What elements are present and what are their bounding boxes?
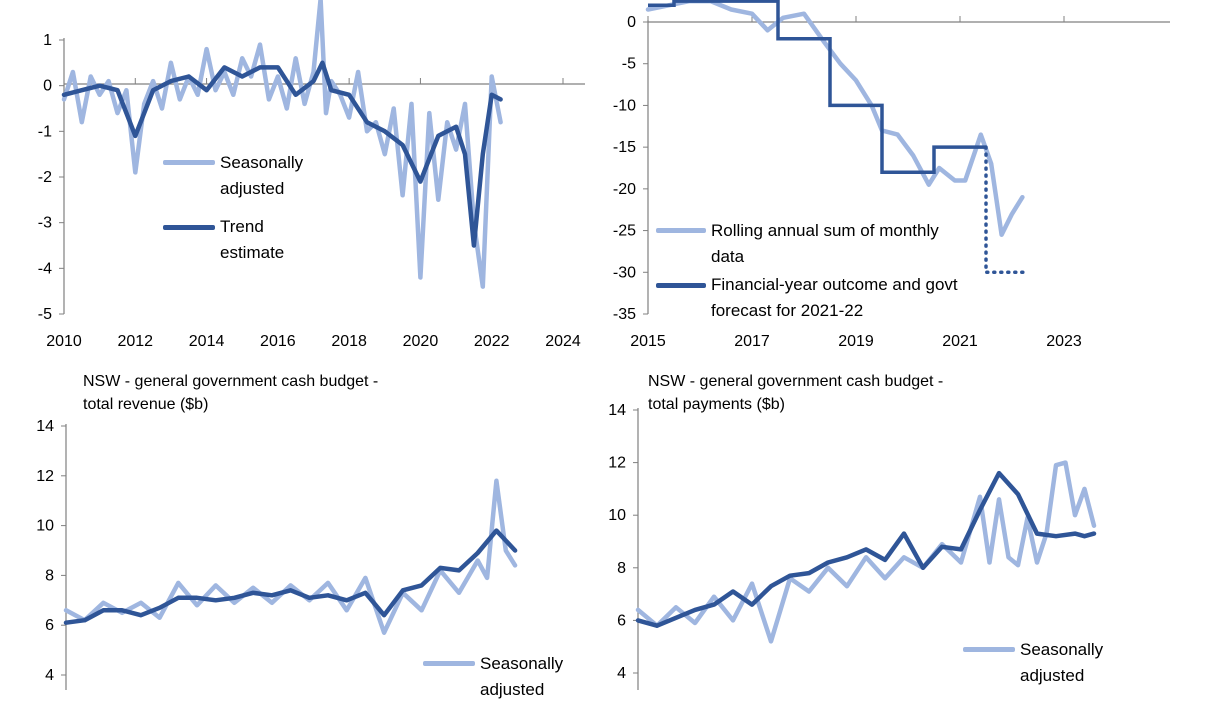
payments-chart: NSW - general government cash budget - t…	[600, 362, 1226, 690]
legend-swatch-seasonal	[163, 160, 215, 165]
balance-y-tick-label: -4	[38, 260, 52, 277]
annual-y-tick-label: -25	[613, 223, 636, 240]
legend-swatch-payments-seasonal	[963, 647, 1015, 652]
legend-swatch-revenue-seasonal	[423, 661, 475, 666]
legend-label-fy: Financial-year outcome and govt forecast…	[711, 275, 958, 320]
legend-label-trend: Trend estimate	[220, 217, 285, 262]
annual-series-financial-year-outcome-and-govt-forecast-for-2021-22	[648, 0, 986, 174]
annual-x-tick-label: 2023	[1046, 333, 1082, 350]
payments-y-tick-label: 8	[617, 560, 626, 577]
revenue-chart-svg: 14 12 10 8 6 4	[36, 418, 518, 690]
legend-swatch-fy	[656, 283, 706, 288]
legend-swatch-rolling	[656, 228, 706, 233]
annual-y-tick-label: -5	[622, 56, 636, 73]
revenue-y-tick-label: 4	[45, 667, 54, 684]
balance-chart-svg: 1 0 -1 -2 -3 -4 -5 2010 2012 2014 2016 2018 2020 2022…	[38, 0, 585, 350]
balance-x-tick-label: 2024	[545, 333, 581, 350]
legend-label-payments-seasonal: Seasonally adjusted	[1020, 640, 1104, 685]
balance-x-tick-label: 2022	[474, 333, 510, 350]
revenue-y-tick-label: 10	[36, 518, 54, 535]
annual-chart-svg: 0 -5 -10 -15 -20 -25 -30 -35 2015 2017 2019 2021 202…	[613, 0, 1170, 350]
payments-series-trend	[635, 470, 1097, 628]
annual-x-tick-label: 2021	[942, 333, 978, 350]
revenue-y-tick-label: 14	[36, 418, 54, 435]
annual-y-tick-label: -10	[613, 97, 636, 114]
annual-series-rolling-annual-sum-of-monthly-data	[645, 0, 1025, 237]
payments-y-tick-label: 6	[617, 612, 626, 629]
balance-y-tick-label: -1	[38, 123, 52, 140]
payments-y-tick-label: 14	[608, 402, 626, 419]
annual-y-tick-label: -15	[613, 139, 636, 156]
annual-y-tick-label: -30	[613, 264, 636, 281]
annual-x-tick-label: 2015	[630, 333, 666, 350]
balance-x-tick-label: 2014	[189, 333, 225, 350]
legend-label-seasonal: Seasonally adjusted	[220, 153, 304, 198]
payments-y-tick-label: 10	[608, 507, 626, 524]
annual-y-tick-label: -35	[613, 306, 636, 323]
revenue-chart: NSW - general government cash budget - t…	[0, 362, 600, 699]
annual-x-tick-label: 2019	[838, 333, 874, 350]
legend-label-revenue-seasonal: Seasonally adjusted	[480, 654, 564, 699]
balance-y-tick-label: -3	[38, 215, 52, 232]
balance-chart: 1 0 -1 -2 -3 -4 -5 2010 2012 2014 2016 2018 2020 2022…	[0, 0, 600, 360]
balance-y-tick-label: 1	[43, 32, 52, 49]
balance-x-tick-label: 2016	[260, 333, 296, 350]
balance-x-tick-label: 2018	[331, 333, 367, 350]
payments-y-tick-label: 4	[617, 665, 626, 682]
revenue-y-tick-label: 6	[45, 617, 54, 634]
balance-y-tick-label: -5	[38, 306, 52, 323]
payments-series-seasonally-adjusted	[635, 460, 1097, 644]
revenue-chart-title: NSW - general government cash budget - t…	[83, 373, 379, 413]
annual-y-tick-label: 0	[627, 14, 636, 31]
payments-y-tick-label: 12	[608, 455, 626, 472]
balance-x-tick-label: 2010	[46, 333, 82, 350]
revenue-y-tick-label: 12	[36, 468, 54, 485]
revenue-series-trend	[63, 528, 518, 625]
balance-x-tick-label: 2020	[403, 333, 439, 350]
revenue-series-seasonally-adjusted	[63, 478, 518, 635]
balance-series-trend-estimate	[61, 60, 503, 248]
annual-x-tick-label: 2017	[734, 333, 770, 350]
annual-series-forecast	[984, 145, 1027, 275]
balance-x-tick-label: 2012	[117, 333, 153, 350]
balance-y-tick-label: 0	[43, 78, 52, 95]
revenue-y-tick-label: 8	[45, 567, 54, 584]
legend-label-rolling: Rolling annual sum of monthly data	[711, 221, 939, 266]
payments-chart-svg: 14 12 10 8 6 4	[608, 402, 1097, 690]
legend-swatch-trend	[163, 225, 215, 230]
balance-y-tick-label: -2	[38, 169, 52, 186]
annual-chart: 0 -5 -10 -15 -20 -25 -30 -35 2015 2017 2019 2021 202…	[600, 0, 1226, 360]
annual-y-tick-label: -20	[613, 181, 636, 198]
payments-chart-title: NSW - general government cash budget - t…	[648, 373, 944, 413]
